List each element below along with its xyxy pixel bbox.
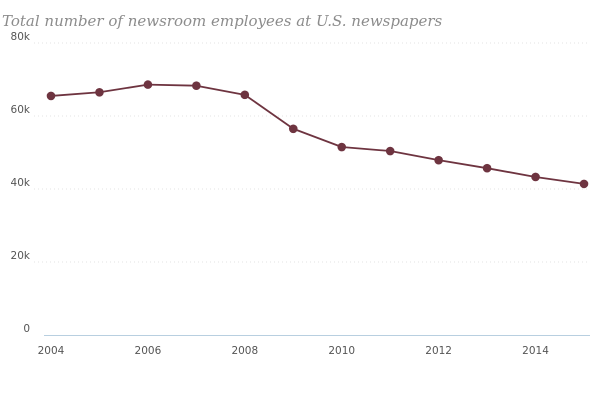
y-tick-label: 0 [23,323,30,335]
y-tick-label: 60k [11,104,31,116]
series-line [50,83,585,185]
data-point [531,172,540,182]
data-point [434,155,443,165]
x-tick-label: 2010 [328,345,355,357]
y-tick-label: 80k [11,31,31,43]
x-tick-label: 2012 [425,345,452,357]
y-tick-label: 20k [11,250,31,262]
x-tick-label: 2008 [231,345,258,357]
x-tick-label: 2004 [38,345,65,357]
y-tick-label: 40k [11,177,31,189]
data-point [240,90,250,100]
data-point [95,87,104,97]
x-tick-label: 2014 [522,345,549,357]
data-point [482,163,492,173]
chart-title: Total number of newsroom employees at U.… [2,12,443,30]
data-point [337,142,347,152]
data-point [192,81,201,91]
data-point [46,91,56,101]
data-point [143,80,153,89]
data-point [385,146,395,156]
x-tick-label: 2006 [135,345,162,357]
data-point [579,179,589,189]
data-point [288,124,298,134]
